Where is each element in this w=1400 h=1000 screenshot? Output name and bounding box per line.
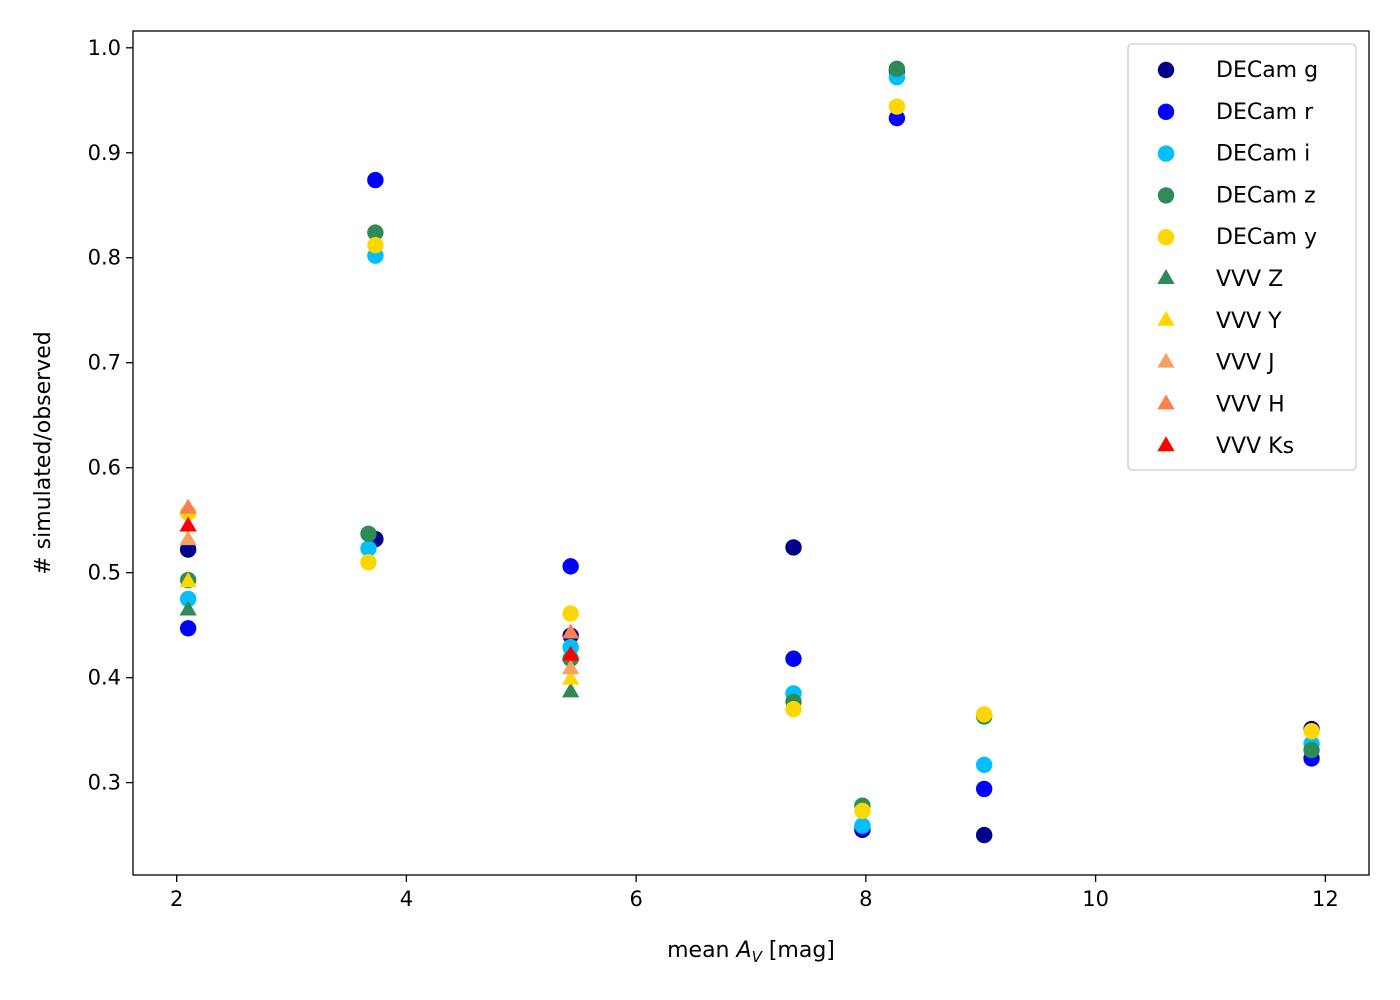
legend-item-vvv-ks: VVV Ks — [1157, 434, 1294, 459]
point-vvv-j-1 — [561, 659, 580, 675]
point-decam-r-3 — [785, 650, 802, 667]
legend-item-vvv-h: VVV H — [1157, 392, 1285, 417]
legend-item-decam-r: DECam r — [1157, 100, 1314, 125]
series-vvv-h — [179, 498, 580, 639]
x-axis-label-prefix: mean — [667, 938, 736, 963]
point-vvv-h-0 — [179, 498, 197, 514]
point-decam-y-8 — [1303, 722, 1320, 740]
legend-marker-decam-g — [1157, 61, 1175, 79]
legend-label-decam-i: DECam i — [1216, 142, 1310, 167]
point-decam-i-0 — [179, 590, 197, 608]
series-vvv-j — [179, 530, 580, 675]
y-tick-label-0.9: 0.9 — [88, 141, 121, 165]
point-vvv-z-0 — [179, 600, 197, 616]
point-vvv-h-1 — [561, 623, 580, 639]
x-axis: 2 4 6 8 10 12 — [170, 875, 1339, 911]
legend-item-decam-i: DECam i — [1157, 142, 1310, 167]
point-decam-i-1 — [360, 540, 377, 557]
legend-label-vvv-j: VVV J — [1216, 351, 1275, 376]
point-decam-z-8 — [1303, 741, 1320, 759]
x-tick-label-4: 4 — [400, 887, 413, 911]
x-tick-label-2: 2 — [170, 887, 183, 911]
point-decam-y-7 — [975, 706, 993, 723]
y-tick-label-0.4: 0.4 — [88, 666, 121, 690]
legend-marker-decam-y — [1157, 229, 1175, 246]
legend: DECam g DECam r DECam i DECam z DECam y VVV Z… — [1127, 43, 1357, 471]
legend-marker-vvv-h — [1157, 394, 1175, 410]
point-decam-y-4 — [785, 700, 802, 718]
point-decam-y-5 — [854, 802, 871, 820]
point-decam-i-5 — [854, 817, 871, 834]
legend-label-decam-g: DECam g — [1216, 58, 1318, 83]
legend-item-vvv-y: VVV Y — [1157, 309, 1282, 334]
legend-label-vvv-ks: VVV Ks — [1216, 434, 1294, 459]
legend-marker-vvv-j — [1157, 352, 1175, 368]
y-axis-label: # simulated/observed — [31, 331, 56, 575]
x-tick-label-8: 8 — [859, 887, 872, 911]
marks-layer — [179, 60, 1320, 844]
point-decam-r-2 — [562, 558, 579, 575]
y-tick-label-0.8: 0.8 — [88, 246, 121, 270]
legend-marker-vvv-z — [1157, 269, 1175, 284]
legend-label-vvv-h: VVV H — [1216, 392, 1285, 417]
legend-label-vvv-z: VVV Z — [1216, 267, 1283, 292]
point-decam-g-6 — [975, 826, 993, 844]
legend-label-decam-r: DECam r — [1216, 100, 1314, 125]
point-decam-y-2 — [367, 236, 384, 254]
legend-marker-vvv-y — [1157, 310, 1175, 326]
point-decam-z-2 — [367, 224, 384, 241]
point-vvv-ks-1 — [561, 645, 580, 661]
point-decam-y-3 — [562, 605, 579, 622]
legend-label-decam-z: DECam z — [1216, 183, 1316, 208]
plot-frame — [132, 30, 1370, 876]
legend-item-decam-g: DECam g — [1157, 58, 1318, 83]
point-vvv-y-0 — [179, 572, 197, 588]
x-axis-label-suffix: [mag] — [762, 938, 835, 963]
point-decam-r-0 — [179, 620, 197, 637]
series-vvv-ks — [179, 516, 580, 661]
x-axis-label-subscript: V — [752, 948, 764, 966]
point-decam-z-6 — [888, 60, 906, 77]
legend-frame — [1127, 43, 1357, 471]
series-decam-y — [179, 98, 1320, 820]
point-vvv-ks-0 — [179, 516, 197, 532]
series-vvv-y — [179, 572, 580, 685]
point-decam-z-1 — [360, 525, 377, 543]
point-decam-r-6 — [975, 780, 993, 798]
x-axis-label-variable: A — [735, 938, 752, 963]
series-vvv-z — [179, 600, 580, 698]
point-vvv-j-0 — [179, 530, 197, 546]
point-vvv-z-1 — [561, 682, 580, 698]
y-tick-label-0.3: 0.3 — [88, 771, 121, 795]
y-axis: 0.3 0.4 0.5 0.6 0.7 0.8 0.9 1.0 — [88, 36, 133, 795]
y-tick-label-0.5: 0.5 — [88, 561, 121, 585]
legend-marker-vvv-ks — [1157, 436, 1175, 452]
legend-label-decam-y: DECam y — [1216, 225, 1317, 250]
legend-item-vvv-z: VVV Z — [1157, 267, 1283, 292]
point-decam-g-3 — [785, 539, 802, 556]
point-decam-g-0 — [179, 541, 197, 558]
legend-marker-decam-z — [1157, 187, 1175, 204]
point-decam-i-7 — [975, 756, 993, 773]
x-tick-label-6: 6 — [629, 887, 642, 911]
point-decam-r-5 — [888, 109, 906, 127]
point-decam-y-1 — [360, 553, 377, 571]
y-tick-label-1.0: 1.0 — [88, 36, 121, 60]
legend-marker-decam-r — [1157, 103, 1175, 121]
legend-item-decam-z: DECam z — [1157, 183, 1316, 208]
series-decam-r — [179, 109, 1320, 836]
legend-item-vvv-j: VVV J — [1157, 351, 1275, 376]
legend-label-vvv-y: VVV Y — [1216, 309, 1282, 334]
y-tick-label-0.6: 0.6 — [88, 456, 121, 480]
x-tick-label-10: 10 — [1082, 887, 1109, 911]
point-vvv-y-1 — [561, 669, 580, 685]
x-axis-label: mean AV [mag] — [667, 938, 835, 966]
legend-item-decam-y: DECam y — [1157, 225, 1317, 250]
point-decam-r-1 — [367, 171, 384, 189]
y-tick-label-0.7: 0.7 — [88, 351, 121, 375]
point-decam-y-6 — [888, 98, 906, 115]
legend-marker-decam-i — [1157, 145, 1175, 162]
x-tick-label-12: 12 — [1312, 887, 1339, 911]
